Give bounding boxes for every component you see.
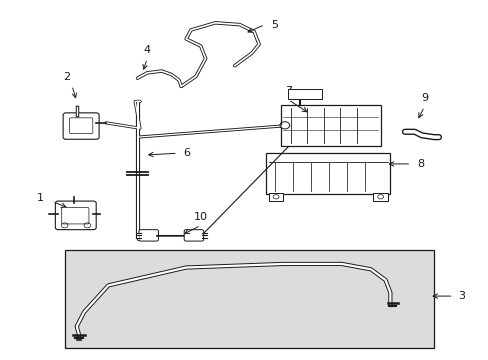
Bar — [281, 105, 380, 146]
FancyBboxPatch shape — [139, 230, 158, 241]
FancyBboxPatch shape — [184, 230, 203, 241]
FancyBboxPatch shape — [63, 113, 99, 139]
Text: 6: 6 — [183, 148, 190, 158]
Text: 5: 5 — [271, 19, 278, 30]
FancyBboxPatch shape — [69, 118, 93, 134]
Text: 1: 1 — [37, 193, 44, 203]
Text: 8: 8 — [416, 159, 424, 169]
Text: 7: 7 — [284, 86, 291, 96]
Bar — [372, 193, 387, 201]
Text: 10: 10 — [193, 212, 207, 222]
Bar — [287, 89, 322, 99]
Bar — [268, 193, 283, 201]
Text: 3: 3 — [458, 291, 465, 301]
FancyBboxPatch shape — [61, 207, 89, 224]
Text: 2: 2 — [63, 72, 70, 82]
Bar — [64, 249, 433, 348]
Bar — [266, 153, 389, 194]
FancyBboxPatch shape — [55, 201, 96, 230]
Text: 9: 9 — [420, 93, 427, 103]
Text: 4: 4 — [143, 45, 150, 55]
